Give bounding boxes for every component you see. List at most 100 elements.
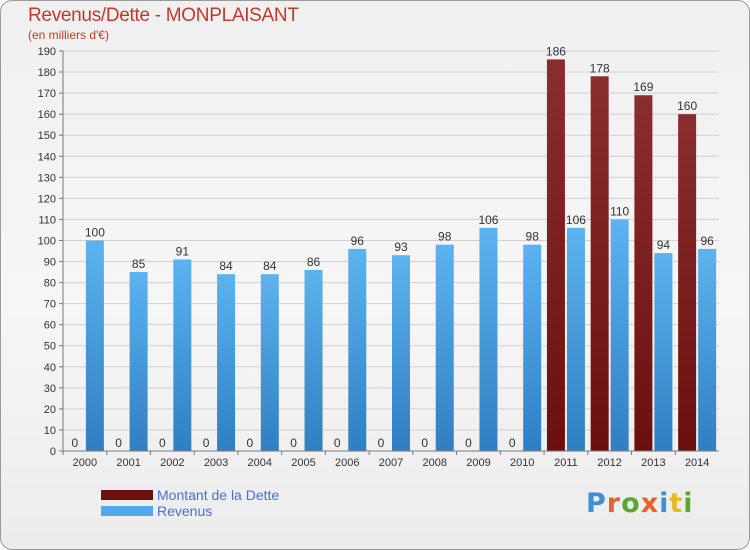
logo-letter: o [621, 488, 641, 519]
bar-revenus [479, 227, 498, 451]
x-tick-label: 2008 [422, 457, 446, 469]
y-tick-label: 150 [38, 130, 56, 142]
value-label-revenus: 85 [132, 257, 146, 271]
value-label-dette: 0 [334, 436, 341, 450]
x-axis-ticks: 2000 2001 2002 2003 2004 2005 2006 2007 2008 2009… [62, 451, 709, 469]
bar-revenus [217, 274, 236, 451]
logo-letter: P [586, 488, 607, 519]
value-label-dette: 0 [378, 436, 385, 450]
value-label-dette: 169 [633, 80, 653, 94]
y-tick-label: 10 [44, 425, 56, 437]
x-tick-label: 2000 [73, 457, 97, 469]
x-tick-label: 2002 [160, 457, 184, 469]
y-tick-label: 140 [38, 151, 56, 163]
logo-letter: x [640, 488, 660, 519]
logo-letter: i [659, 488, 670, 519]
value-label-revenus: 98 [526, 230, 540, 244]
legend-label-dette: Montant de la Dette [157, 487, 280, 503]
bar-revenus [260, 274, 279, 451]
x-tick-label: 2007 [379, 457, 403, 469]
x-tick-label: 2005 [291, 457, 315, 469]
bars [85, 59, 717, 452]
logo-letter: r [606, 488, 622, 519]
y-tick-label: 170 [38, 88, 56, 100]
bar-revenus [129, 272, 148, 451]
y-tick-label: 60 [44, 320, 56, 332]
value-label-revenus: 96 [700, 234, 714, 248]
x-tick-label: 2012 [597, 457, 621, 469]
y-tick-label: 90 [44, 257, 56, 269]
x-tick-label: 2010 [510, 457, 534, 469]
y-tick-label: 20 [44, 404, 56, 416]
x-tick-label: 2011 [554, 457, 578, 469]
y-tick-label: 130 [38, 172, 56, 184]
legend-label-revenus: Revenus [157, 503, 213, 519]
bar-revenus [654, 253, 673, 451]
value-label-dette: 0 [115, 436, 122, 450]
y-axis-ticks: 0 10 20 30 40 50 60 70 80 90 100 110 120 130 140 150 160… [38, 46, 63, 458]
x-tick-label: 2006 [335, 457, 359, 469]
x-tick-label: 2001 [116, 457, 140, 469]
chart-subtitle: (en milliers d'€) [28, 28, 109, 42]
grid-lines [63, 50, 719, 452]
value-label-dette: 0 [290, 436, 297, 450]
y-tick-label: 180 [38, 67, 56, 79]
bar-revenus [566, 227, 585, 451]
value-label-revenus: 106 [478, 213, 498, 227]
bar-dette [546, 59, 565, 451]
x-tick-label: 2013 [641, 457, 665, 469]
y-tick-label: 50 [44, 341, 56, 353]
value-label-dette: 160 [677, 99, 697, 113]
value-label-revenus: 91 [176, 244, 190, 258]
x-tick-label: 2009 [466, 457, 490, 469]
y-tick-label: 190 [38, 46, 56, 58]
legend-swatch-revenus [101, 506, 153, 516]
logo-letter: t [669, 488, 684, 519]
value-label-dette: 0 [203, 436, 210, 450]
bar-revenus [610, 219, 629, 451]
bar-revenus [173, 259, 192, 451]
y-tick-label: 110 [38, 214, 56, 226]
value-label-dette: 178 [590, 61, 610, 75]
bar-revenus [523, 244, 542, 451]
value-label-revenus: 94 [657, 238, 671, 252]
y-tick-label: 40 [44, 362, 56, 374]
value-label-dette: 0 [159, 436, 166, 450]
value-label-dette: 0 [72, 436, 79, 450]
value-label-revenus: 84 [263, 259, 277, 273]
value-labels: 0 100 0 85 0 91 0 84 0 84 0 86 0 96 0 93 0 98 0 106 0 98 186 10… [72, 44, 715, 450]
bar-revenus [392, 255, 410, 451]
bar-revenus [304, 269, 323, 451]
value-label-revenus: 93 [394, 240, 408, 254]
bar-revenus [435, 244, 454, 451]
bar-revenus [348, 248, 367, 451]
y-tick-label: 0 [50, 446, 56, 458]
value-label-revenus: 86 [307, 255, 321, 269]
value-label-revenus: 106 [566, 213, 586, 227]
logo-letter: i [683, 488, 694, 519]
value-label-revenus: 110 [610, 204, 629, 218]
x-tick-label: 2004 [248, 457, 272, 469]
bar-dette [634, 95, 653, 452]
value-label-dette: 0 [509, 436, 516, 450]
value-label-revenus: 96 [351, 234, 365, 248]
y-tick-label: 80 [44, 278, 56, 290]
value-label-dette: 0 [465, 436, 472, 450]
legend-swatch-dette [101, 490, 153, 500]
bar-revenus [698, 248, 717, 451]
bar-dette [678, 114, 697, 451]
y-tick-label: 120 [38, 193, 56, 205]
x-tick-label: 2003 [204, 457, 228, 469]
value-label-dette: 0 [421, 436, 428, 450]
value-label-dette: 186 [546, 44, 566, 58]
bar-dette [590, 76, 609, 452]
value-label-dette: 0 [246, 436, 253, 450]
y-tick-label: 70 [44, 299, 56, 311]
proxiti-logo: Proxiti [586, 488, 694, 519]
bar-revenus [85, 240, 104, 451]
y-tick-label: 160 [38, 109, 56, 121]
value-label-revenus: 98 [438, 230, 452, 244]
y-tick-label: 100 [38, 235, 56, 247]
